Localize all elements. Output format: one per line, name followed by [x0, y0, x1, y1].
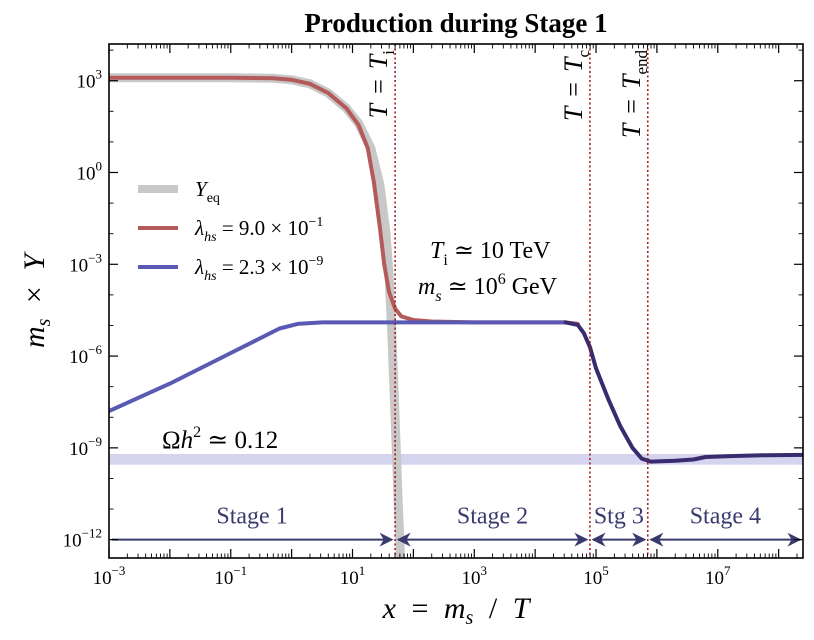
y-tick-label-5: 10−12 [63, 526, 102, 552]
vline-group: T=Ti T=Tc T=Tend [364, 44, 651, 558]
stage-label-1: Stage 2 [457, 504, 528, 530]
series-line-0 [109, 73, 406, 558]
plot-frame [108, 43, 804, 559]
y-tick-label-4: 10−9 [69, 434, 102, 460]
chart-title: Production during Stage 1 [304, 8, 607, 38]
ticks-group: 10−3 10−1 101 103 105 107 103 100 10−3 10−6 10−9 10… [63, 44, 803, 589]
stage-group: Stage 1 Stage 2 Stg 3 Stage 4 [112, 504, 802, 547]
x-tick-label-0: 10−3 [93, 563, 126, 589]
stage-label-3: Stage 4 [690, 504, 761, 530]
legend-label-2: λhs = 2.3 × 10−9 [194, 254, 323, 284]
stage-label-0: Stage 1 [216, 504, 287, 530]
x-tick-label-5: 107 [705, 563, 731, 589]
series-group [109, 73, 803, 558]
legend-label-0: Yeq [195, 177, 220, 206]
series-line-2 [109, 320, 568, 414]
x-tick-label-4: 105 [583, 563, 609, 589]
x-tick-label-1: 10−1 [214, 563, 247, 589]
vline-label-0: T=Ti [364, 50, 398, 119]
y-axis-label: ms × Y [18, 251, 57, 348]
relic-band-rect [109, 453, 803, 465]
legend: Yeq λhs = 9.0 × 10−1 λhs = 2.3 × 10−9 [138, 177, 323, 284]
stage-label-2: Stg 3 [594, 504, 644, 530]
series-line-3 [563, 320, 803, 464]
x-axis-label: x = ms / T [382, 592, 532, 631]
vline-label-2: T=Tend [617, 50, 651, 139]
legend-label-1: λhs = 9.0 × 10−1 [194, 215, 323, 245]
vline-label-1: T=Tc [559, 50, 593, 122]
y-tick-label-2: 10−3 [69, 250, 102, 276]
relic-band [109, 453, 803, 465]
annotation-ms: ms ≃ 106 GeV [418, 271, 558, 305]
y-tick-label-0: 103 [77, 67, 103, 93]
y-tick-label-1: 100 [77, 159, 103, 185]
relic-band-label: Ωh2 ≃ 0.12 [162, 424, 278, 454]
x-tick-label-2: 101 [340, 563, 366, 589]
annotation-ti: Ti ≃ 10 TeV [430, 238, 551, 269]
x-tick-label-3: 103 [462, 563, 488, 589]
y-tick-label-3: 10−6 [69, 342, 102, 368]
